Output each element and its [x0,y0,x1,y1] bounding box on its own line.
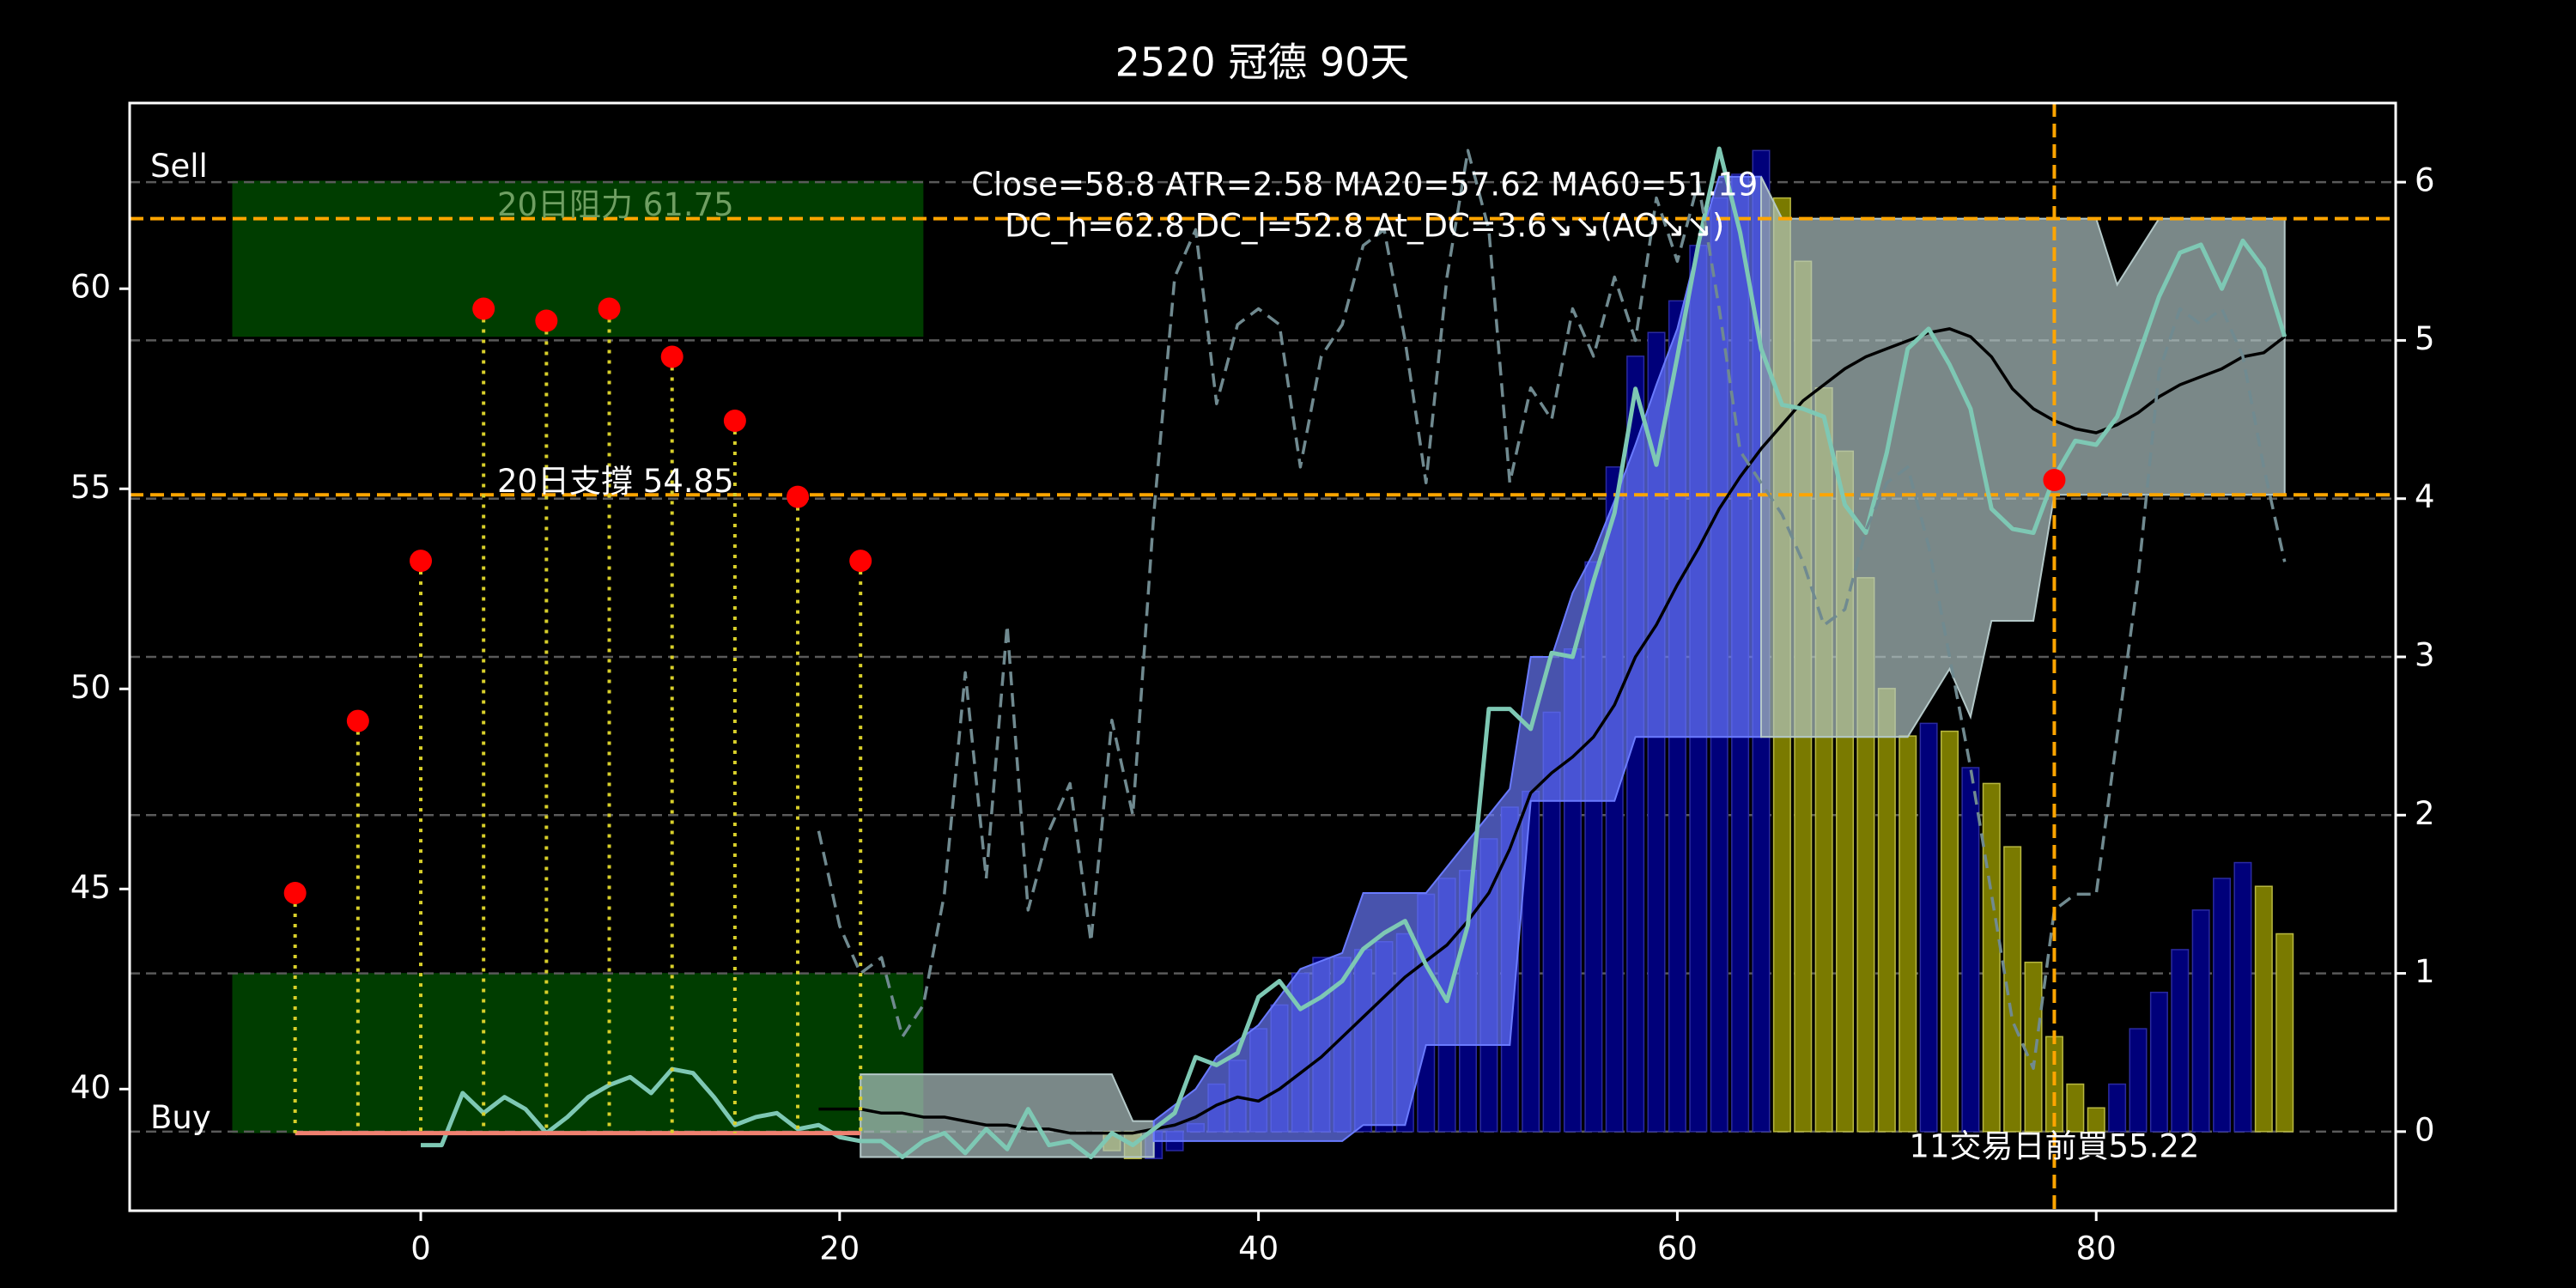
bar [2275,933,2294,1133]
bar [2171,949,2190,1133]
signal-dot [346,709,369,732]
bar [2191,909,2210,1133]
signal-dot [472,297,495,320]
signal-dot [787,485,810,508]
y2-tick-label: 2 [2415,795,2435,832]
bar [2233,861,2252,1133]
zone [232,180,924,337]
bar [2024,961,2043,1133]
y-tick-label: 55 [70,469,111,506]
bar [2254,885,2273,1133]
bar [2129,1028,2148,1133]
zone-label: Buy [150,1099,211,1136]
series-line [818,327,2286,1135]
signal-dot [535,309,558,332]
bar [2149,991,2168,1133]
bar [2066,1083,2085,1133]
y2-tick-label: 1 [2415,953,2435,990]
bar [1940,730,1959,1133]
signal-dot [283,881,307,904]
y2-tick-label: 0 [2415,1111,2435,1148]
marker-dot [2043,469,2066,492]
y2-tick-label: 3 [2415,637,2435,674]
y-tick-label: 50 [70,669,111,706]
signal-dot [410,550,433,573]
bar [1961,767,1980,1133]
chart-title: 2520 冠德 90天 [1115,39,1410,86]
x-tick-label: 0 [410,1230,431,1267]
h-line-label: 20日支撐 54.85 [497,463,734,500]
y-tick-label: 45 [70,869,111,906]
bar [1877,688,1896,1133]
x-tick-label: 40 [1238,1230,1279,1267]
annotation: DC_h=62.8 DC_l=52.8 At_DC=3.6↘↘(AO↘↘) [1005,208,1724,245]
x-tick-label: 80 [2076,1230,2117,1267]
signal-dot [598,297,621,320]
bar [2087,1107,2105,1133]
signal-dot [660,345,683,368]
y2-tick-label: 5 [2415,320,2435,357]
h-line-label: 20日阻力 61.75 [497,186,734,223]
x-tick-label: 20 [819,1230,860,1267]
zone-label: Sell [150,148,208,185]
bar [2003,846,2022,1133]
bar [1919,722,1938,1133]
annotation: Close=58.8 ATR=2.58 MA20=57.62 MA60=51.1… [971,167,1758,204]
x-tick-label: 60 [1657,1230,1698,1267]
bar [1982,782,2001,1133]
y-tick-label: 40 [70,1069,111,1106]
marker-label: 11交易日前買55.22 [1909,1128,2199,1165]
series-line [421,146,2287,1160]
y-tick-label: 60 [70,269,111,306]
bar [1899,735,1917,1133]
signal-dot [849,550,872,573]
series-line [817,149,2287,1070]
y2-tick-label: 4 [2415,478,2435,515]
signal-dot [723,410,746,433]
bar [2108,1083,2127,1133]
bar [2213,878,2232,1133]
y2-tick-label: 6 [2415,162,2435,199]
